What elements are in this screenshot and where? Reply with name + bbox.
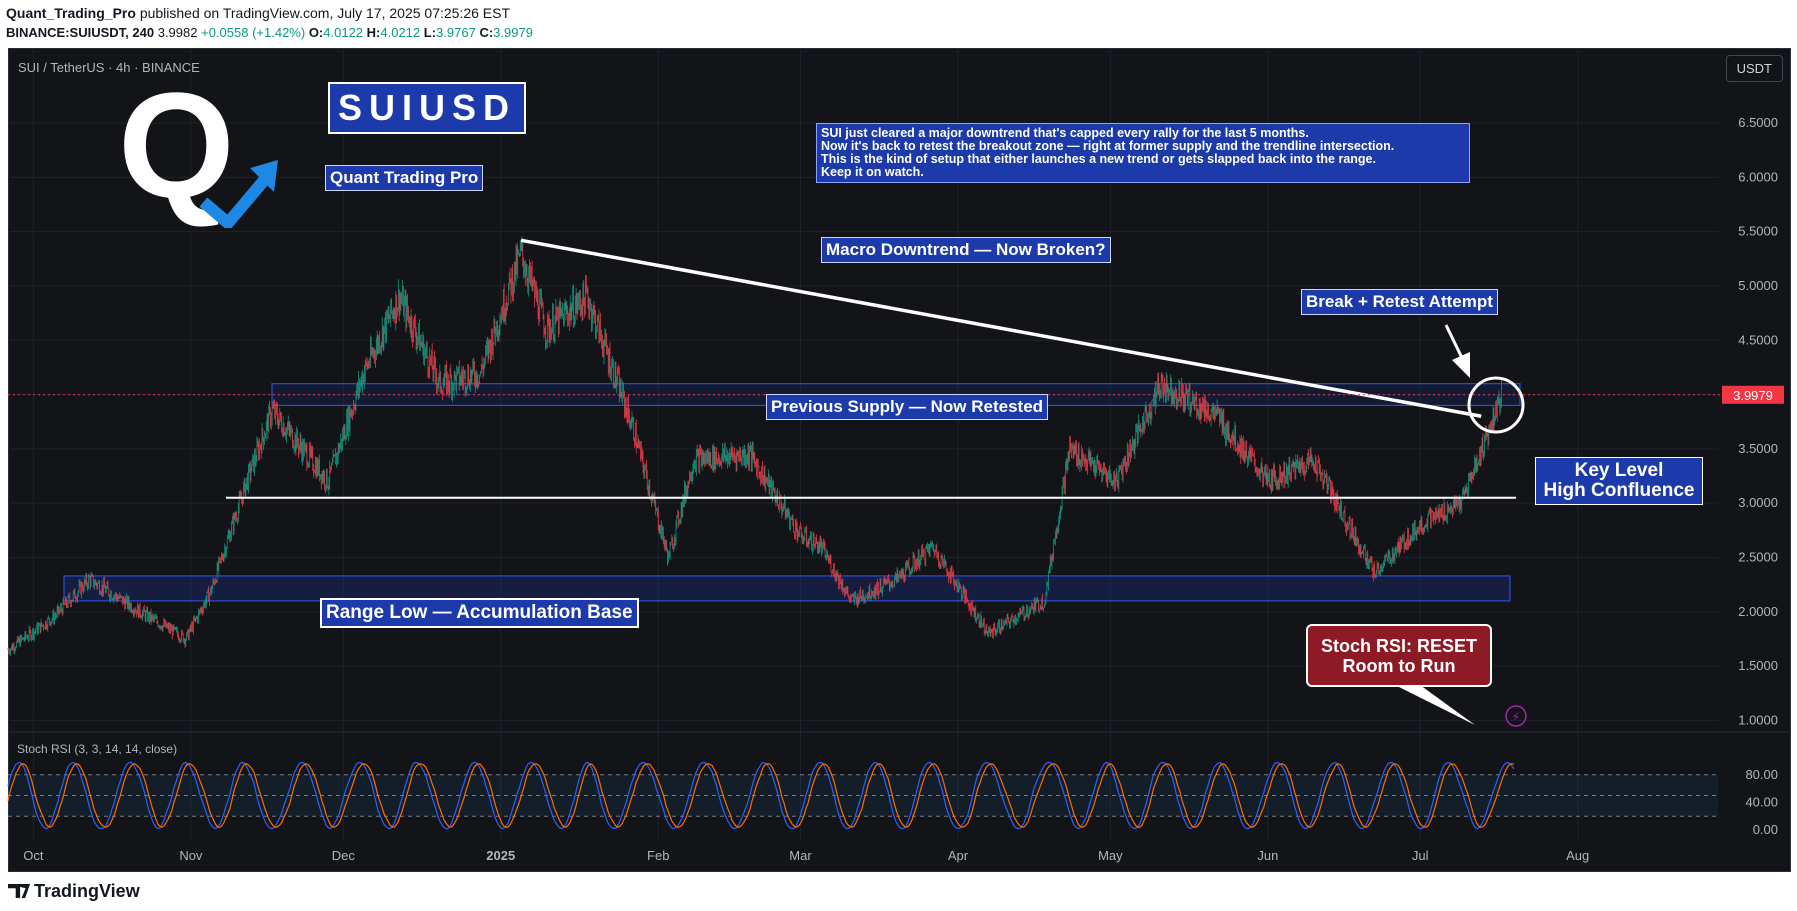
range-low-label: Range Low — Accumulation Base (320, 598, 639, 628)
chart-symbol-title: SUI / TetherUS · 4h · BINANCE (18, 60, 200, 75)
x-tick-label: Mar (789, 848, 812, 863)
y-tick-label: 2.0000 (1738, 604, 1778, 619)
y-tick-label: 5.0000 (1738, 278, 1778, 293)
stoch-d-line (7, 763, 1515, 828)
y-tick-label: 2.5000 (1738, 549, 1778, 564)
y-tick-label: 3.0000 (1738, 495, 1778, 510)
x-tick-label: Oct (23, 848, 44, 863)
y-tick-label: 6.5000 (1738, 115, 1778, 130)
x-tick-label: May (1098, 848, 1123, 863)
high-label: H: (366, 25, 381, 40)
logo-arrow-icon (199, 160, 278, 228)
chart-area[interactable] (8, 48, 1791, 872)
previous-supply-label: Previous Supply — Now Retested (766, 394, 1049, 420)
y-tick-label: 4.5000 (1738, 332, 1778, 347)
open-value: 4.0122 (323, 25, 364, 40)
key-level-line: High Confluence (1543, 480, 1695, 501)
logo-letter: Q (118, 61, 235, 229)
currency-button[interactable]: USDT (1725, 55, 1783, 82)
stoch-rsi-callout: Stoch RSI: RESET Room to Run (1306, 624, 1492, 687)
key-level-line: Key Level (1574, 460, 1664, 481)
lightning-icon (1505, 705, 1527, 727)
y-tick-label: 5.5000 (1738, 224, 1778, 239)
author-name[interactable]: Quant_Trading_Pro (6, 5, 136, 21)
symbol-info: BINANCE:SUIUSDT, 240 (6, 25, 155, 40)
open-label: O: (308, 25, 324, 40)
published-info: published on TradingView.com, July 17, 2… (139, 5, 511, 21)
x-tick-label: Nov (179, 848, 203, 863)
publish-header: Quant_Trading_Pro published on TradingVi… (6, 5, 510, 21)
lightning-icon-glyph: ⚡ (1512, 710, 1520, 724)
callout-line: Room to Run (1342, 656, 1456, 676)
quant-logo: Q (118, 70, 278, 228)
y-tick-label: 6.0000 (1738, 169, 1778, 184)
analysis-note: SUI just cleared a major downtrend that'… (816, 123, 1470, 183)
stoch-tick-label: 0.00 (1753, 822, 1778, 837)
note-line: SUI just cleared a major downtrend that'… (821, 126, 1309, 140)
price-change: +0.0558 (+1.42%) (201, 25, 306, 40)
ticker-box: SUIUSD (328, 82, 527, 134)
x-tick-label: Feb (647, 848, 669, 863)
x-tick-label: 2025 (486, 848, 515, 863)
ohlc-header: BINANCE:SUIUSDT, 240 3.9982 +0.0558 (+1.… (6, 25, 533, 40)
high-value: 4.0212 (380, 25, 421, 40)
stoch-rsi-label: Stoch RSI (3, 3, 14, 14, close) (17, 742, 178, 756)
macro-trendline (520, 238, 1482, 418)
y-tick-label: 3.5000 (1738, 441, 1778, 456)
retest-arrow-head (1452, 352, 1470, 378)
tradingview-logo-icon (8, 884, 30, 898)
macro-downtrend-label: Macro Downtrend — Now Broken? (821, 237, 1111, 263)
low-value: 3.9767 (436, 25, 476, 40)
y-tick-label: 1.0000 (1738, 712, 1778, 727)
break-retest-label: Break + Retest Attempt (1301, 289, 1498, 315)
range-low-zone (63, 575, 1511, 602)
x-tick-label: Jun (1257, 848, 1278, 863)
x-tick-label: Apr (948, 848, 969, 863)
retest-arrow (1444, 324, 1465, 361)
callout-pointer (1395, 685, 1475, 725)
low-label: L: (423, 25, 437, 40)
callout-line: Stoch RSI: RESET (1320, 636, 1477, 656)
close-value: 3.9979 (493, 25, 533, 40)
last-price: 3.9982 (157, 25, 198, 40)
candles (7, 236, 1502, 656)
stoch-tick-label: 40.00 (1745, 794, 1778, 809)
tradingview-logo: TradingView (8, 881, 140, 902)
note-line: Now it's back to retest the breakout zon… (821, 139, 1395, 153)
stoch-k-line (7, 761, 1515, 830)
retest-circle (1467, 376, 1525, 434)
note-line: Keep it on watch. (821, 165, 924, 179)
key-level-box: Key Level High Confluence (1535, 457, 1703, 505)
note-line: This is the kind of setup that either la… (821, 152, 1376, 166)
price-tag: 3.9979 (1733, 388, 1773, 403)
x-tick-label: Aug (1566, 848, 1589, 863)
x-tick-label: Jul (1412, 848, 1429, 863)
price-tag-bg (1722, 385, 1784, 404)
close-label: C: (479, 25, 494, 40)
tradingview-wordmark: TradingView (34, 881, 140, 901)
stoch-tick-label: 80.00 (1745, 767, 1778, 782)
x-tick-label: Dec (332, 848, 356, 863)
brand-name-box: Quant Trading Pro (325, 165, 484, 191)
y-tick-label: 1.5000 (1738, 658, 1778, 673)
